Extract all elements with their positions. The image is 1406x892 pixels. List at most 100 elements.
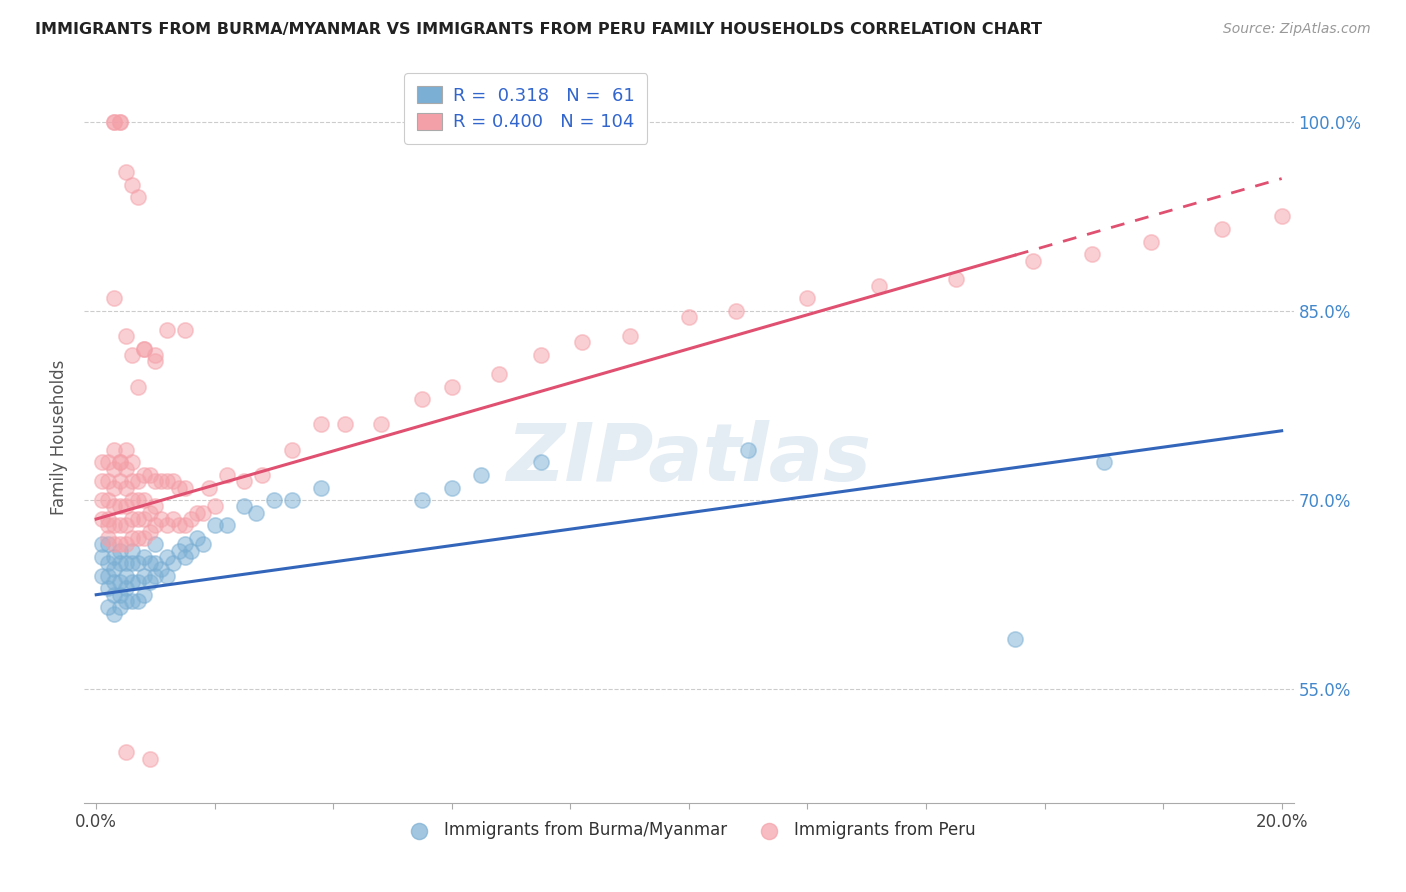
Point bbox=[138, 524, 160, 539]
Point bbox=[103, 442, 125, 457]
Point bbox=[121, 575, 143, 590]
Point bbox=[127, 512, 149, 526]
Point bbox=[121, 594, 143, 608]
Point bbox=[97, 582, 120, 596]
Point bbox=[945, 272, 967, 286]
Point bbox=[868, 278, 890, 293]
Point bbox=[162, 474, 184, 488]
Point bbox=[91, 569, 114, 583]
Point bbox=[150, 474, 173, 488]
Point bbox=[333, 417, 356, 432]
Point bbox=[1022, 253, 1045, 268]
Point bbox=[127, 531, 149, 545]
Point bbox=[1140, 235, 1163, 249]
Point bbox=[103, 588, 125, 602]
Point bbox=[370, 417, 392, 432]
Point bbox=[1081, 247, 1104, 261]
Point bbox=[121, 455, 143, 469]
Point bbox=[108, 455, 131, 469]
Point bbox=[115, 537, 138, 551]
Point bbox=[97, 531, 120, 545]
Point bbox=[204, 518, 226, 533]
Point bbox=[167, 481, 190, 495]
Point bbox=[108, 575, 131, 590]
Point bbox=[571, 335, 593, 350]
Point bbox=[127, 594, 149, 608]
Point bbox=[138, 556, 160, 570]
Point bbox=[108, 115, 131, 129]
Point bbox=[1211, 222, 1233, 236]
Point bbox=[138, 467, 160, 482]
Point bbox=[156, 569, 179, 583]
Point bbox=[1004, 632, 1026, 646]
Point bbox=[115, 329, 138, 343]
Point bbox=[156, 518, 179, 533]
Point bbox=[121, 543, 143, 558]
Point bbox=[103, 500, 125, 514]
Point bbox=[121, 348, 143, 362]
Point bbox=[115, 582, 138, 596]
Point bbox=[132, 549, 155, 564]
Point bbox=[191, 537, 214, 551]
Point bbox=[103, 461, 125, 475]
Point bbox=[156, 549, 179, 564]
Point bbox=[103, 115, 125, 129]
Point bbox=[796, 291, 818, 305]
Point bbox=[174, 323, 197, 337]
Point bbox=[281, 493, 304, 508]
Point bbox=[91, 493, 114, 508]
Point bbox=[150, 562, 173, 576]
Point bbox=[311, 481, 333, 495]
Legend: Immigrants from Burma/Myanmar, Immigrants from Peru: Immigrants from Burma/Myanmar, Immigrant… bbox=[395, 814, 983, 846]
Point bbox=[103, 115, 125, 129]
Point bbox=[103, 575, 125, 590]
Point bbox=[121, 493, 143, 508]
Point bbox=[145, 518, 167, 533]
Point bbox=[215, 467, 238, 482]
Point bbox=[191, 506, 214, 520]
Point bbox=[127, 379, 149, 393]
Point bbox=[121, 556, 143, 570]
Point bbox=[121, 512, 143, 526]
Point bbox=[132, 467, 155, 482]
Point bbox=[678, 310, 700, 325]
Point bbox=[132, 493, 155, 508]
Point bbox=[167, 543, 190, 558]
Y-axis label: Family Households: Family Households bbox=[51, 359, 69, 515]
Point bbox=[108, 556, 131, 570]
Point bbox=[145, 556, 167, 570]
Point bbox=[108, 588, 131, 602]
Point bbox=[97, 493, 120, 508]
Point bbox=[97, 600, 120, 615]
Point bbox=[411, 392, 433, 407]
Point bbox=[245, 506, 267, 520]
Point bbox=[311, 417, 333, 432]
Point bbox=[115, 461, 138, 475]
Point bbox=[108, 455, 131, 469]
Point bbox=[97, 518, 120, 533]
Point bbox=[530, 348, 553, 362]
Point bbox=[103, 549, 125, 564]
Point bbox=[108, 543, 131, 558]
Point bbox=[233, 500, 256, 514]
Point bbox=[115, 165, 138, 179]
Point bbox=[121, 178, 143, 192]
Point bbox=[281, 442, 304, 457]
Point bbox=[115, 481, 138, 495]
Point bbox=[103, 562, 125, 576]
Point bbox=[127, 575, 149, 590]
Point bbox=[115, 569, 138, 583]
Point bbox=[103, 537, 125, 551]
Point bbox=[97, 569, 120, 583]
Point bbox=[108, 115, 131, 129]
Point bbox=[115, 556, 138, 570]
Text: Source: ZipAtlas.com: Source: ZipAtlas.com bbox=[1223, 22, 1371, 37]
Point bbox=[145, 354, 167, 368]
Point bbox=[145, 474, 167, 488]
Point bbox=[108, 518, 131, 533]
Point bbox=[121, 531, 143, 545]
Point bbox=[156, 323, 179, 337]
Point bbox=[103, 291, 125, 305]
Point bbox=[138, 575, 160, 590]
Point bbox=[150, 512, 173, 526]
